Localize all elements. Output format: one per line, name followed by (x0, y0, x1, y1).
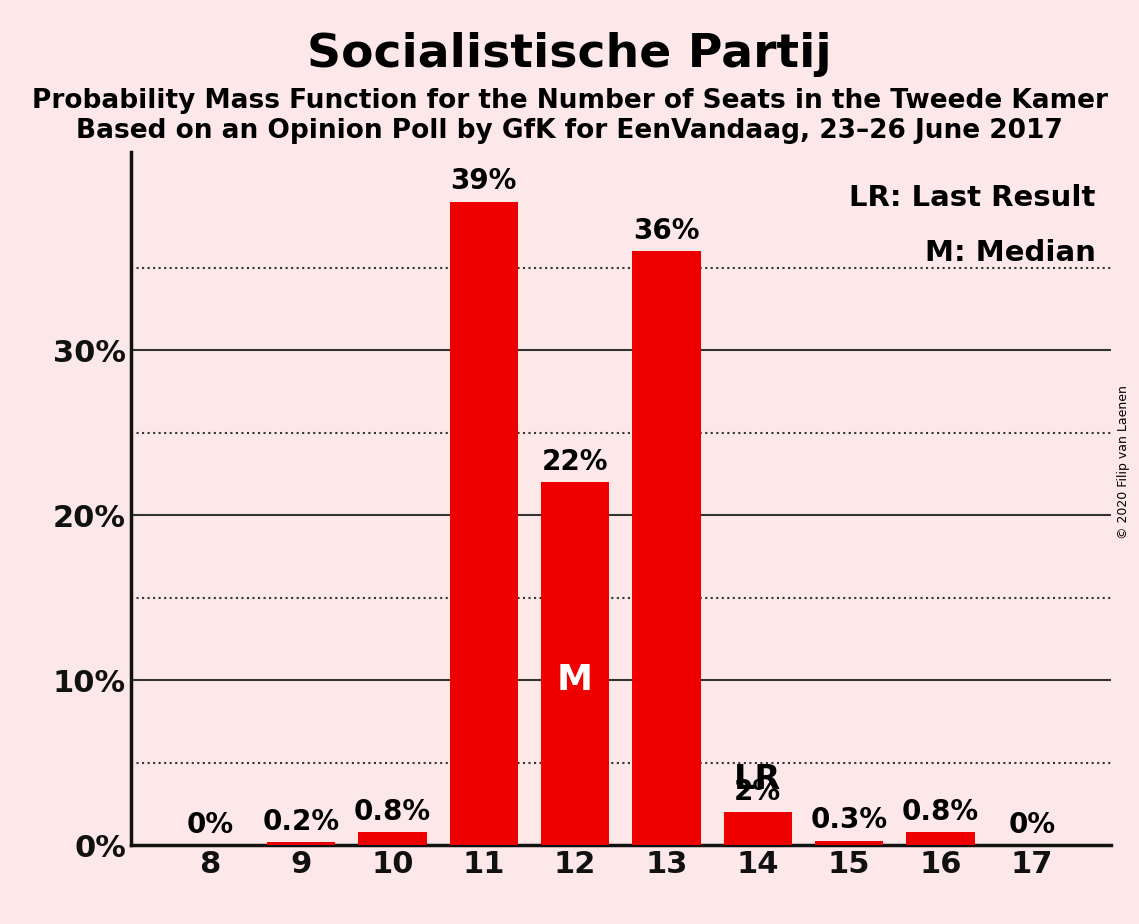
Text: 39%: 39% (451, 167, 517, 195)
Text: Based on an Opinion Poll by GfK for EenVandaag, 23–26 June 2017: Based on an Opinion Poll by GfK for EenV… (76, 118, 1063, 144)
Bar (723, 812, 792, 845)
Bar (814, 841, 884, 845)
Bar (267, 842, 335, 845)
Text: LR: LR (735, 763, 781, 796)
Text: Probability Mass Function for the Number of Seats in the Tweede Kamer: Probability Mass Function for the Number… (32, 88, 1107, 114)
Text: LR: Last Result: LR: Last Result (850, 184, 1096, 212)
Text: Socialistische Partij: Socialistische Partij (308, 32, 831, 78)
Text: © 2020 Filip van Laenen: © 2020 Filip van Laenen (1117, 385, 1130, 539)
Bar (450, 202, 518, 845)
Bar (541, 482, 609, 845)
Text: 36%: 36% (633, 217, 699, 245)
Text: 2%: 2% (735, 778, 781, 806)
Text: M: M (557, 663, 593, 698)
Text: M: Median: M: Median (925, 239, 1096, 267)
Text: 0.8%: 0.8% (902, 797, 980, 826)
Text: 0.8%: 0.8% (354, 797, 431, 826)
Bar (358, 833, 427, 845)
Bar (907, 833, 975, 845)
Text: 22%: 22% (542, 448, 608, 476)
Text: 0%: 0% (186, 811, 233, 839)
Text: 0.3%: 0.3% (811, 806, 887, 834)
Text: 0.2%: 0.2% (262, 808, 339, 835)
Bar (632, 251, 700, 845)
Text: 0%: 0% (1008, 811, 1056, 839)
